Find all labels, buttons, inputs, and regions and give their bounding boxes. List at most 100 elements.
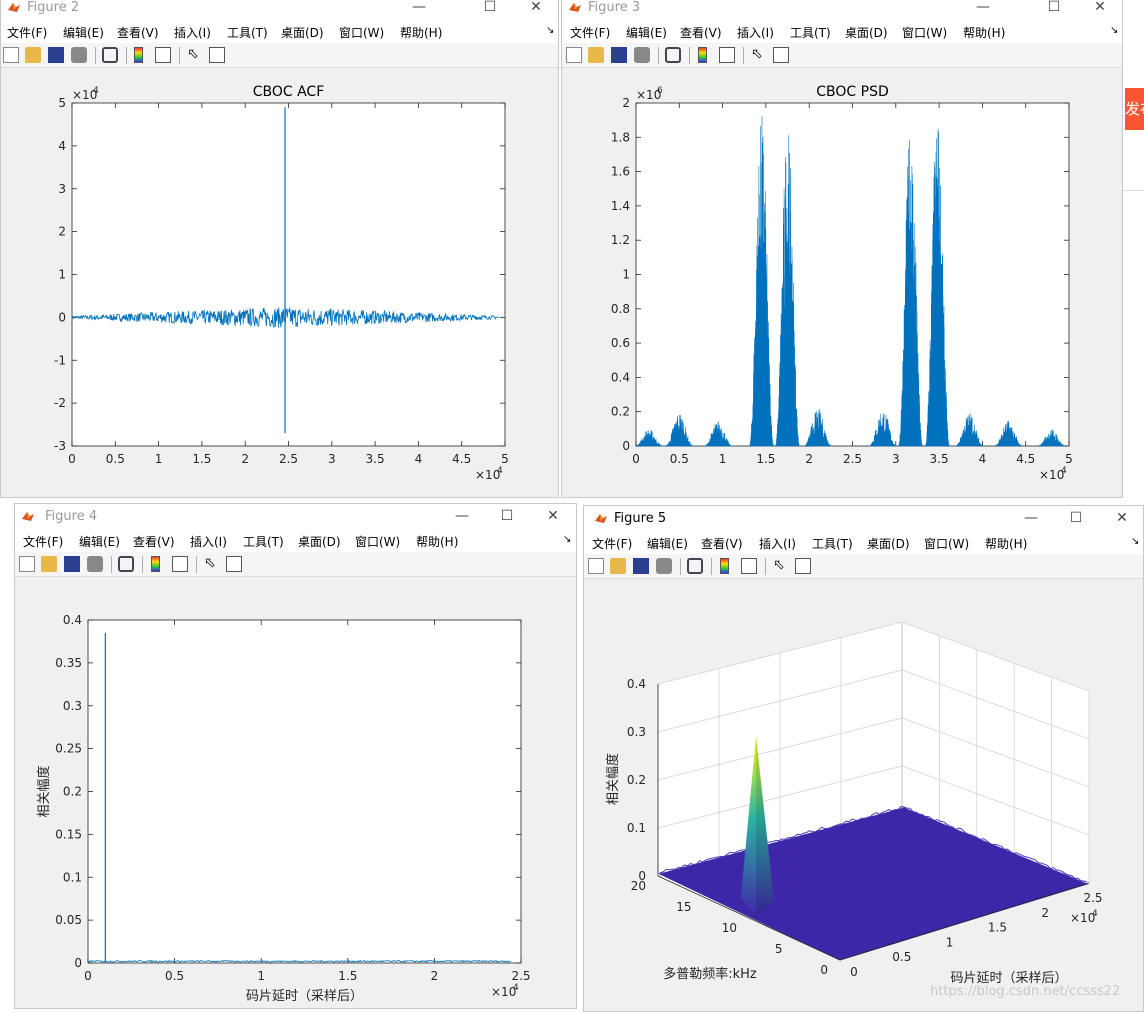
close-button[interactable]: ✕ [1116,510,1128,526]
menu-tools[interactable]: 工具(T) [227,26,268,40]
figure-4-titlebar[interactable]: Figure 4 — ☐ ✕ [15,504,576,530]
close-button[interactable]: ✕ [547,508,559,524]
x-tick-label: 1 [719,452,727,466]
maximize-button[interactable]: ☐ [1069,510,1083,526]
new-figure-icon[interactable] [566,47,582,63]
property-inspector-icon[interactable] [209,47,225,63]
menu-tools[interactable]: 工具(T) [243,535,284,549]
minimize-button[interactable]: — [455,508,469,524]
publish-button[interactable]: 发布 [1125,88,1144,130]
menu-insert[interactable]: 插入(I) [737,26,774,40]
menu-desktop[interactable]: 桌面(D) [845,26,888,40]
y-tick-label: 15 [676,900,691,914]
x-axis [839,882,1090,961]
menu-window[interactable]: 窗口(W) [902,26,948,40]
menu-view[interactable]: 查看(V) [701,537,743,551]
menu-file[interactable]: 文件(F) [570,26,611,40]
y-tick-label: 1 [622,268,630,282]
print-icon[interactable] [71,47,87,63]
menu-insert[interactable]: 插入(I) [759,537,796,551]
save-icon[interactable] [633,558,649,574]
watermark: https://blog.csdn.net/ccsss22 [930,984,1121,999]
open-folder-icon[interactable] [588,47,604,63]
menu-desktop[interactable]: 桌面(D) [298,535,341,549]
maximize-button[interactable]: ☐ [1047,0,1061,15]
legend-icon[interactable] [172,556,188,572]
new-figure-icon[interactable] [3,47,19,63]
close-button[interactable]: ✕ [530,0,542,15]
menu-insert[interactable]: 插入(I) [174,26,211,40]
x-exponent-label: ×10 [475,468,500,482]
new-figure-icon[interactable] [19,556,35,572]
link-plot-icon[interactable] [118,556,134,572]
menu-file[interactable]: 文件(F) [7,26,48,40]
colorbar-icon[interactable] [698,47,707,63]
menu-help[interactable]: 帮助(H) [963,26,1006,40]
y-tick-label: 1.8 [611,130,630,144]
menu-help[interactable]: 帮助(H) [416,535,459,549]
legend-icon[interactable] [741,558,757,574]
menu-help[interactable]: 帮助(H) [400,26,443,40]
figure-5-titlebar[interactable]: Figure 5 — ☐ ✕ [584,506,1143,532]
minimize-button[interactable]: — [976,0,990,15]
figure-2-titlebar[interactable]: Figure 2 — ☐ ✕ [1,0,558,21]
menu-edit[interactable]: 编辑(E) [79,535,120,549]
pointer-icon[interactable]: ⬁ [187,46,199,62]
print-icon[interactable] [87,556,103,572]
print-icon[interactable] [656,558,672,574]
link-plot-icon[interactable] [665,47,681,63]
toolbar-toggle-icon[interactable]: ↘ [1110,25,1119,36]
open-folder-icon[interactable] [25,47,41,63]
property-inspector-icon[interactable] [226,556,242,572]
open-folder-icon[interactable] [610,558,626,574]
close-button[interactable]: ✕ [1094,0,1106,15]
link-plot-icon[interactable] [102,47,118,63]
pointer-icon[interactable]: ⬁ [204,555,216,571]
surface-chart: 00.10.20.30.40510152000.511.522.5×104相关幅… [605,621,1103,986]
maximize-button[interactable]: ☐ [483,0,497,15]
menu-tools[interactable]: 工具(T) [790,26,831,40]
toolbar-toggle-icon[interactable]: ↘ [1131,536,1140,547]
menu-window[interactable]: 窗口(W) [355,535,401,549]
pointer-icon[interactable]: ⬁ [773,557,785,573]
colorbar-icon[interactable] [720,558,729,574]
menu-tools[interactable]: 工具(T) [812,537,853,551]
menu-file[interactable]: 文件(F) [592,537,633,551]
menu-window[interactable]: 窗口(W) [339,26,385,40]
pointer-icon[interactable]: ⬁ [751,46,763,62]
menu-view[interactable]: 查看(V) [133,535,175,549]
x-tick-label: 4.5 [1016,452,1035,466]
link-plot-icon[interactable] [687,558,703,574]
legend-icon[interactable] [155,47,171,63]
menu-file[interactable]: 文件(F) [23,535,64,549]
menu-insert[interactable]: 插入(I) [190,535,227,549]
save-icon[interactable] [64,556,80,572]
menu-help[interactable]: 帮助(H) [985,537,1028,551]
new-figure-icon[interactable] [588,558,604,574]
minimize-button[interactable]: — [1024,510,1038,526]
menu-edit[interactable]: 编辑(E) [63,26,104,40]
menu-edit[interactable]: 编辑(E) [647,537,688,551]
menu-window[interactable]: 窗口(W) [924,537,970,551]
colorbar-icon[interactable] [134,47,143,63]
property-inspector-icon[interactable] [773,47,789,63]
toolbar-toggle-icon[interactable]: ↘ [563,534,572,545]
y-tick-label: 20 [631,879,646,893]
toolbar-toggle-icon[interactable]: ↘ [546,25,555,36]
figure-3-titlebar[interactable]: Figure 3 — ☐ ✕ [562,0,1122,21]
save-icon[interactable] [48,47,64,63]
menu-desktop[interactable]: 桌面(D) [281,26,324,40]
legend-icon[interactable] [719,47,735,63]
menu-view[interactable]: 查看(V) [680,26,722,40]
save-icon[interactable] [611,47,627,63]
menu-view[interactable]: 查看(V) [117,26,159,40]
minimize-button[interactable]: — [412,0,426,15]
figure-5-window: Figure 5 — ☐ ✕ 文件(F) 编辑(E) 查看(V) 插入(I) 工… [583,505,1144,1012]
open-folder-icon[interactable] [41,556,57,572]
menu-desktop[interactable]: 桌面(D) [867,537,910,551]
maximize-button[interactable]: ☐ [500,508,514,524]
menu-edit[interactable]: 编辑(E) [626,26,667,40]
print-icon[interactable] [634,47,650,63]
colorbar-icon[interactable] [151,556,160,572]
property-inspector-icon[interactable] [795,558,811,574]
